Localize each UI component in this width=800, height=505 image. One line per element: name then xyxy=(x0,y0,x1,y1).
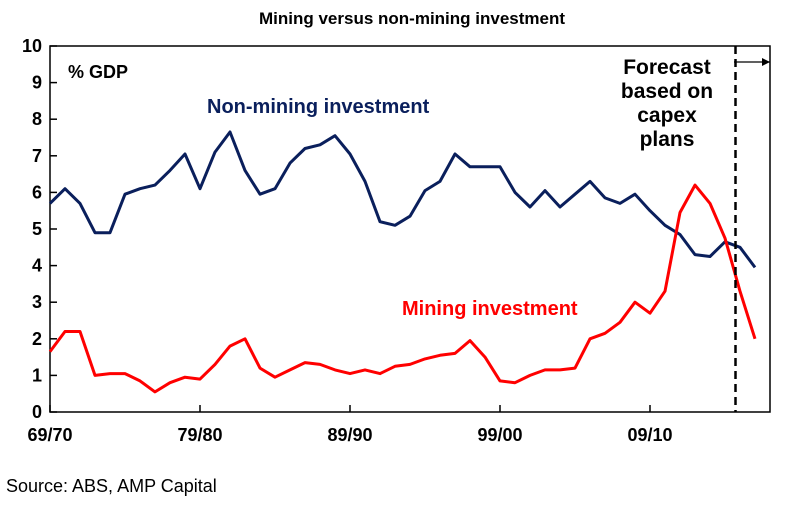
x-tick-label: 79/80 xyxy=(177,425,222,445)
forecast-label-line: Forecast xyxy=(623,56,711,79)
x-tick-label: 99/00 xyxy=(477,425,522,445)
series-line-non-mining xyxy=(48,130,757,269)
y-tick-label: 2 xyxy=(32,329,42,349)
y-tick-label: 6 xyxy=(32,182,42,202)
chart-title: Mining versus non-mining investment xyxy=(259,9,565,28)
y-tick-label: 8 xyxy=(32,109,42,129)
forecast-arrow-head xyxy=(762,58,770,66)
series-line-mining xyxy=(48,183,757,394)
x-tick-label: 09/10 xyxy=(627,425,672,445)
y-tick-label: 7 xyxy=(32,146,42,166)
forecast-label-line: based on xyxy=(621,80,713,103)
series-label-non-mining: Non-mining investment xyxy=(207,96,430,118)
y-tick-label: 3 xyxy=(32,292,42,312)
forecast-label-line: plans xyxy=(640,128,695,151)
y-tick-label: 9 xyxy=(32,73,42,93)
y-tick-label: 1 xyxy=(32,365,42,385)
series-label-mining: Mining investment xyxy=(402,298,578,320)
source-note: Source: ABS, AMP Capital xyxy=(6,476,217,496)
x-tick-label: 69/70 xyxy=(27,425,72,445)
y-tick-label: 4 xyxy=(32,256,42,276)
y-tick-label: 0 xyxy=(32,402,42,422)
x-tick-label: 89/90 xyxy=(327,425,372,445)
y-tick-label: 10 xyxy=(22,36,42,56)
forecast-label-line: capex xyxy=(637,104,697,127)
y-tick-label: 5 xyxy=(32,219,42,239)
unit-label: % GDP xyxy=(68,62,128,82)
